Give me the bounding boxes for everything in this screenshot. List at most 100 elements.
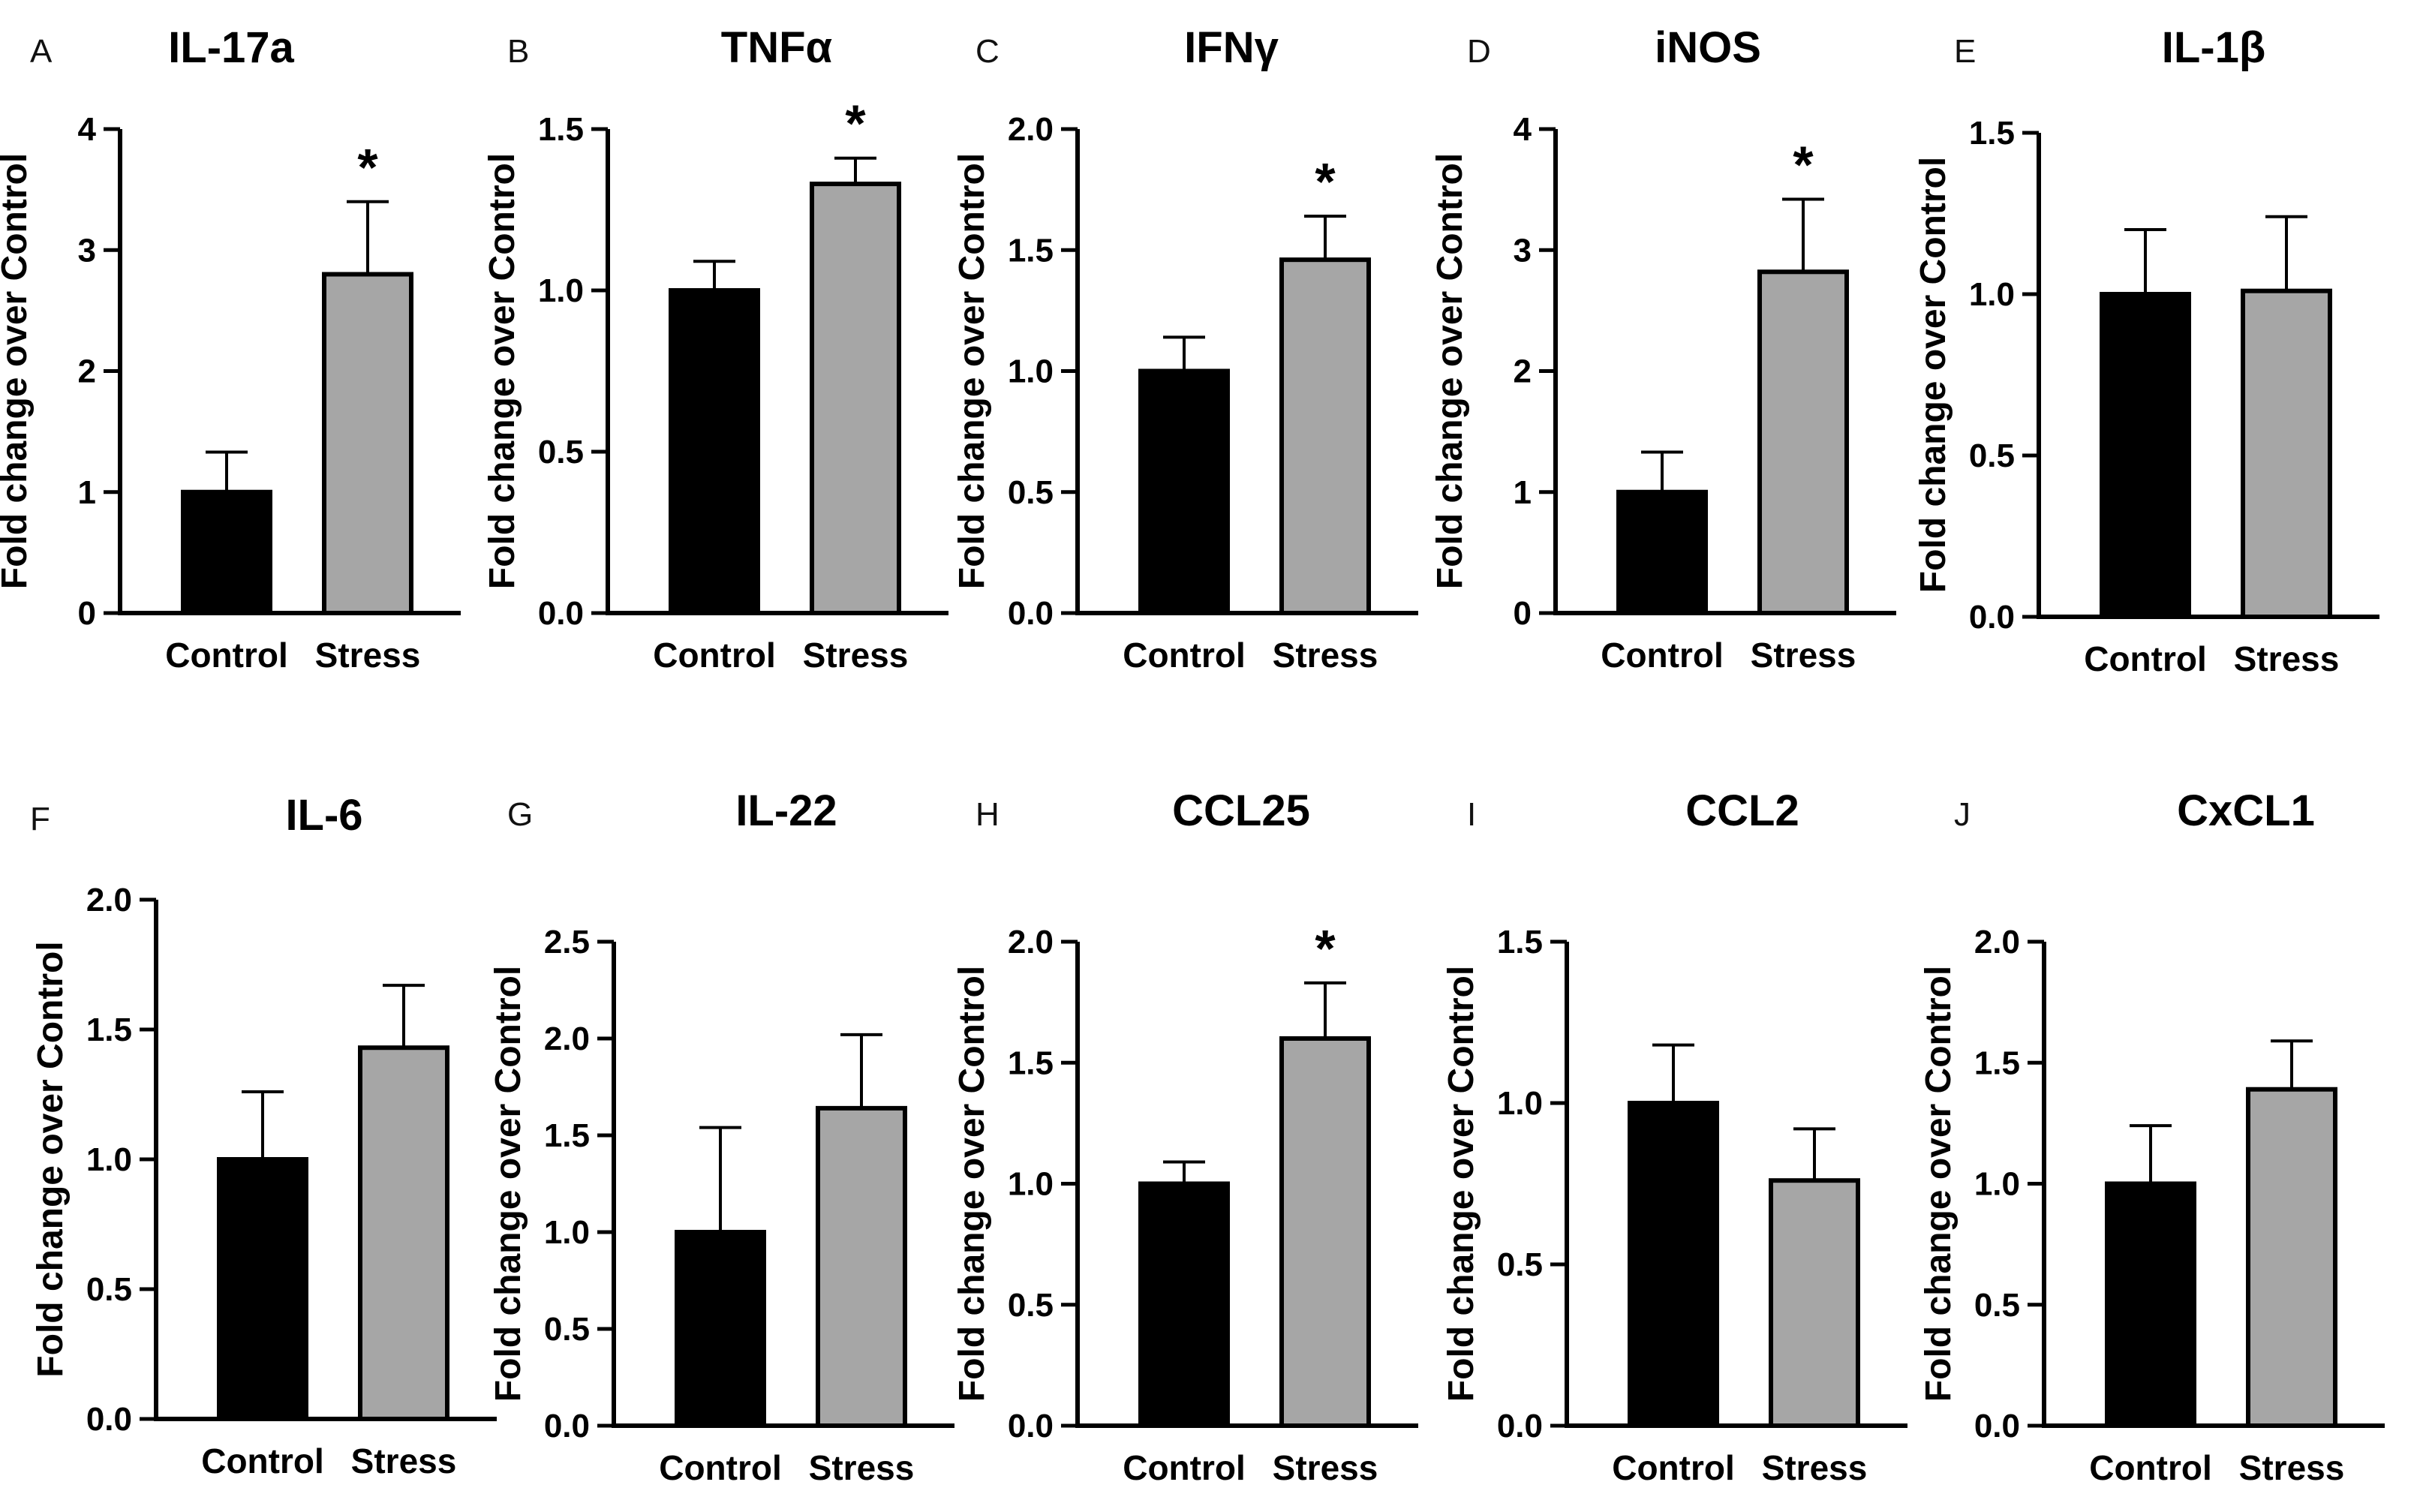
panel-title: IL-6	[285, 791, 362, 840]
bar-control	[217, 1157, 308, 1421]
panel-letter: I	[1467, 796, 1476, 833]
category-label: Stress	[1751, 636, 1856, 675]
y-tick-label: 1	[78, 474, 96, 511]
y-tick-label: 0.0	[1008, 595, 1054, 632]
bar-stress	[1279, 257, 1371, 615]
y-axis-title: Fold change over Control	[1919, 966, 1959, 1402]
category-label: Control	[1601, 636, 1724, 675]
panel-letter: E	[1954, 33, 1976, 70]
y-tick-label: 0.5	[1974, 1287, 2020, 1324]
panel-h: H CCL25 Fold change over Control Control * St…	[952, 786, 1418, 1487]
y-tick-label: 2	[78, 353, 96, 390]
panel-title: CCL25	[1172, 786, 1310, 835]
panel-i: I CCL2 Fold change over Control Control Stre…	[1441, 786, 1907, 1487]
panel-a: A IL-17a Fold change over Control Control * S…	[0, 23, 461, 675]
y-tick-label: 0.0	[1008, 1408, 1054, 1444]
category-label: Control	[1612, 1448, 1735, 1487]
category-label: Stress	[1273, 636, 1378, 675]
bar-control	[1138, 368, 1230, 615]
panel-title: iNOS	[1655, 23, 1761, 72]
y-tick-label: 2.5	[544, 924, 590, 960]
y-tick-label: 0.0	[544, 1408, 590, 1444]
panel-title: IFNγ	[1184, 23, 1279, 72]
y-tick-label: 2.0	[544, 1021, 590, 1057]
y-tick-label: 1.0	[538, 272, 584, 309]
y-tick-label: 1.0	[86, 1141, 132, 1178]
y-tick-label: 1	[1514, 474, 1532, 511]
y-tick-label: 2.0	[1974, 924, 2020, 960]
y-tick-label: 1.5	[1969, 115, 2015, 152]
significance-marker: *	[1315, 919, 1336, 978]
y-tick-label: 0.5	[1008, 1287, 1054, 1324]
bar-control	[1138, 1181, 1230, 1428]
bar-control	[675, 1230, 766, 1428]
category-label: Stress	[809, 1448, 915, 1487]
y-tick-label: 0.0	[1497, 1408, 1543, 1444]
bar-stress	[1757, 269, 1849, 615]
y-tick-label: 0.0	[1969, 599, 2015, 636]
category-label: Control	[1123, 636, 1246, 675]
y-axis-title: Fold change over Control	[482, 153, 522, 589]
bar-stress	[358, 1045, 449, 1421]
panel-letter: J	[1954, 796, 1971, 833]
y-tick-label: 0.5	[538, 434, 584, 470]
y-tick-label: 3	[78, 232, 96, 269]
bar-stress	[2241, 288, 2332, 619]
bar-stress	[816, 1105, 907, 1428]
panel-title: IL-1β	[2162, 23, 2266, 72]
panel-title: IL-22	[735, 786, 837, 835]
y-tick-label: 4	[1514, 111, 1532, 148]
y-tick-label: 0.0	[86, 1401, 132, 1438]
y-tick-label: 1.5	[86, 1012, 132, 1048]
y-axis-title: Fold change over Control	[489, 966, 528, 1402]
y-tick-label: 1.0	[1008, 1166, 1054, 1203]
y-tick-label: 2.0	[86, 882, 132, 918]
bar-stress	[1769, 1178, 1860, 1428]
bar-control	[181, 489, 272, 615]
significance-marker: *	[1315, 152, 1336, 211]
y-tick-label: 1.0	[1969, 276, 2015, 313]
significance-marker: *	[357, 138, 378, 197]
significance-marker: *	[845, 95, 866, 153]
panel-title: CCL2	[1685, 786, 1799, 835]
bar-stress	[1279, 1036, 1371, 1428]
panel-title: CxCL1	[2177, 786, 2315, 835]
panel-letter: C	[976, 33, 1000, 70]
y-tick-label: 1.5	[1974, 1045, 2020, 1081]
y-tick-label: 1.5	[538, 111, 584, 148]
y-axis-title: Fold change over Control	[952, 966, 992, 1402]
y-tick-label: 0.0	[538, 595, 584, 632]
y-axis-title: Fold change over Control	[31, 941, 71, 1377]
y-tick-label: 0.5	[1497, 1246, 1543, 1283]
panel-title: IL-17a	[168, 23, 294, 72]
bar-stress	[322, 272, 413, 615]
y-tick-label: 1.5	[1008, 232, 1054, 269]
panel-b: B TNFα Fold change over Control Control * Str…	[482, 23, 948, 675]
y-axis-title: Fold change over Control	[0, 153, 35, 589]
panel-c: C IFNγ Fold change over Control Control * Str…	[952, 23, 1418, 675]
category-label: Stress	[2234, 639, 2340, 678]
category-label: Stress	[1762, 1448, 1868, 1487]
y-tick-label: 1.0	[544, 1214, 590, 1251]
bar-control	[669, 288, 760, 615]
y-tick-label: 2.0	[1008, 111, 1054, 148]
panel-f: F IL-6 Fold change over Control Control Stre…	[30, 791, 497, 1480]
y-tick-label: 0.5	[1969, 437, 2015, 474]
y-tick-label: 2.0	[1008, 924, 1054, 960]
y-tick-label: 2	[1514, 353, 1532, 390]
bar-control	[2100, 292, 2191, 619]
panel-j: J CxCL1 Fold change over Control Control Str…	[1919, 786, 2385, 1487]
y-tick-label: 0	[1514, 595, 1532, 632]
panel-title: TNFα	[721, 23, 833, 72]
y-axis-title: Fold change over Control	[1913, 157, 1953, 593]
panel-letter: H	[976, 796, 1000, 833]
category-label: Stress	[803, 636, 909, 675]
bar-control	[1616, 489, 1708, 615]
y-tick-label: 0.5	[86, 1271, 132, 1308]
bar-stress	[810, 182, 901, 616]
category-label: Control	[653, 636, 776, 675]
y-tick-label: 0.0	[1974, 1408, 2020, 1444]
y-tick-label: 1.5	[1008, 1045, 1054, 1081]
category-label: Control	[2089, 1448, 2212, 1487]
